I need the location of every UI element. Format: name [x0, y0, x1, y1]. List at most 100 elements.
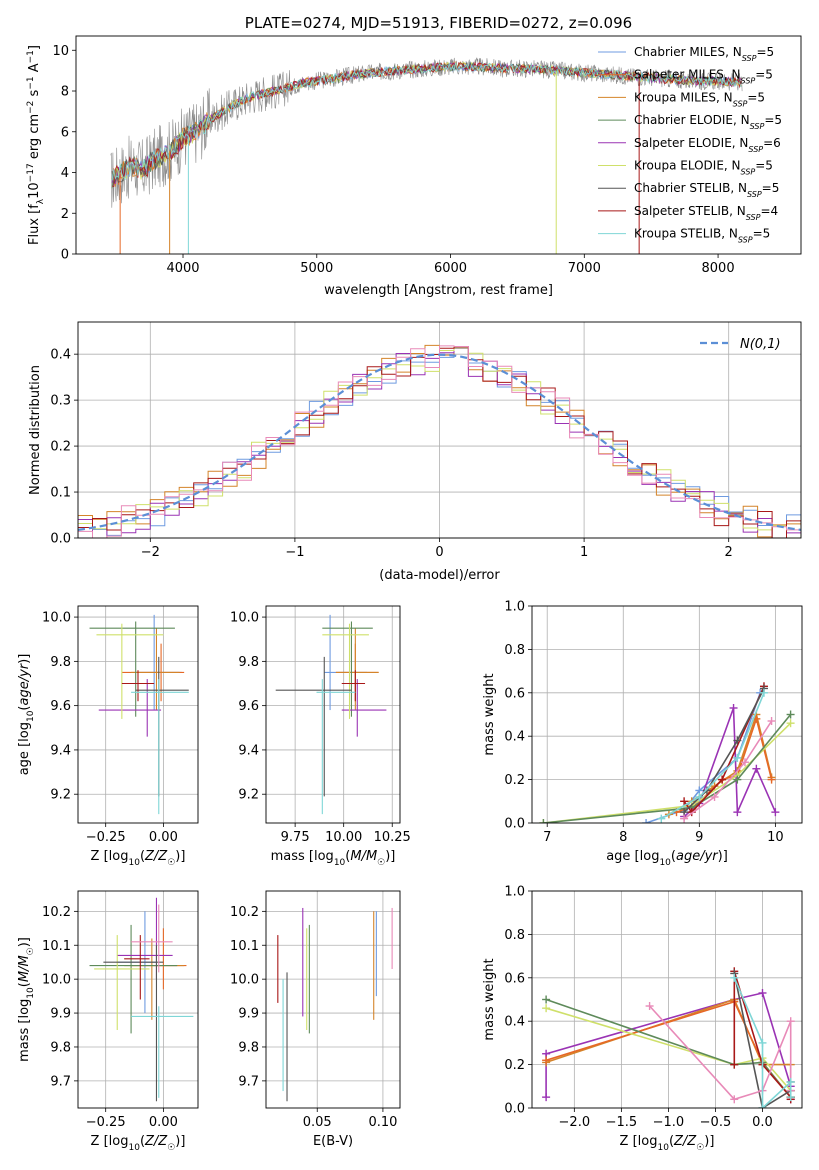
legend-entry: Chabrier MILES, NSSP=5: [634, 45, 774, 63]
legend-entry: N(0,1): [740, 337, 781, 352]
weight-z-ytick-label: 0.6: [504, 971, 525, 986]
mass-z-axes: −0.25 0.00 9.7 9.8 9.9 10.0 10.1 10.2: [42, 891, 198, 1130]
weight-line-9: [733, 977, 792, 1108]
age-mass-ytick-label: 10.0: [230, 611, 259, 626]
weight-z-ytick-label: 1.0: [504, 885, 525, 900]
weight-z-xtick-label: −1.0: [653, 1115, 685, 1130]
weight-age-ytick-label: 1.0: [504, 600, 525, 615]
residuals-xtick-label: −1: [285, 545, 304, 560]
spectrum-ytick-label: 8: [61, 85, 69, 100]
weight-line-8: [683, 688, 765, 813]
age-mass-axes: 9.75 10.00 10.25 9.2 9.4 9.6 9.8 10.0: [230, 606, 411, 845]
weight-z-x-axis-label: Z [log10(Z/Z☉)]: [620, 1134, 715, 1153]
mass-z-ytick-label: 9.7: [50, 1074, 71, 1089]
weight-z-series: [542, 967, 795, 1108]
legend-entry: Kroupa STELIB, NSSP=5: [634, 227, 770, 245]
spectrum-xtick-label: 7000: [568, 261, 601, 276]
mass-ebv-ytick-label: 9.8: [238, 1040, 259, 1055]
spectrum-ytick-label: 4: [61, 166, 69, 181]
mass-ebv-ytick-label: 10.1: [230, 939, 259, 954]
residuals-ytick-label: 0.0: [50, 532, 71, 547]
spectrum-xtick-label: 6000: [434, 261, 467, 276]
spectrum-xtick-label: 8000: [702, 261, 735, 276]
mass-ebv-ytick-label: 10.0: [230, 973, 259, 988]
legend-entry: Kroupa ELODIE, NSSP=5: [634, 159, 773, 177]
weight-line-5: [543, 722, 792, 823]
age-z-xtick-label: −0.25: [86, 830, 126, 845]
age-z-frame: [77, 605, 199, 824]
weight-age-ytick-label: 0.2: [504, 773, 525, 788]
residuals-ytick-label: 0.2: [50, 440, 71, 455]
residuals-xtick-label: 0: [435, 545, 443, 560]
age-mass-ytick-label: 9.8: [238, 655, 259, 670]
mass-ebv-xtick-label: 0.05: [303, 1115, 332, 1130]
weight-age-xtick-label: 7: [543, 830, 551, 845]
age-z-x-axis-label: Z [log10(Z/Z☉)]: [91, 849, 186, 868]
mass-z-xtick-label: 0.00: [149, 1115, 178, 1130]
weight-z-xtick-label: −2.0: [559, 1115, 591, 1130]
weight-z-axes: −2.0 −1.5 −1.0 −0.5 0.0 0.0 0.2 0.4 0.6 0.8 1.0: [504, 885, 802, 1130]
weight-age-ytick-label: 0.4: [504, 730, 525, 745]
age-mass-xtick-label: 10.25: [374, 830, 411, 845]
mass-ebv-x-axis-label: E(B-V): [313, 1134, 353, 1149]
mass-ebv-frame: [265, 890, 401, 1109]
weight-age-xtick-label: 9: [695, 830, 703, 845]
mass-z-xtick-label: −0.25: [86, 1115, 126, 1130]
age-z-points: [89, 614, 189, 815]
weight-z-frame: [531, 890, 803, 1109]
age-z-ytick-label: 9.6: [50, 699, 71, 714]
weight-age-series: [539, 682, 795, 823]
age-z-axes: −0.25 0.00 9.2 9.4 9.6 9.8 10.0: [42, 606, 198, 845]
weight-age-xtick-label: 10: [767, 830, 784, 845]
spectrum-axes: 4000 5000 6000 7000 8000 0 2 4 6 8 10: [52, 44, 734, 276]
spectrum-legend: Chabrier MILES, NSSP=5 Salpeter MILES, NS…: [598, 45, 782, 244]
mass-z-frame: [77, 890, 199, 1109]
mass-z-ytick-label: 10.0: [42, 973, 71, 988]
weight-z-xtick-label: 0.0: [752, 1115, 773, 1130]
y-axis-label: Normed distribution: [28, 365, 43, 495]
chart-title: PLATE=0274, MJD=51913, FIBERID=0272, z=0…: [245, 14, 632, 32]
weight-z-ytick-label: 0.0: [504, 1102, 525, 1117]
legend-entry: Kroupa MILES, NSSP=5: [634, 90, 765, 108]
mass-z-ytick-label: 9.8: [50, 1040, 71, 1055]
legend-entry: Salpeter ELODIE, NSSP=6: [634, 136, 781, 154]
x-axis-label: (data-model)/error: [379, 568, 500, 583]
weight-z-y-axis-label: mass weight: [482, 958, 497, 1040]
age-mass-ytick-label: 9.2: [238, 788, 259, 803]
age-mass-xtick-label: 10.00: [325, 830, 362, 845]
weight-line-7: [683, 685, 765, 814]
age-mass-frame: [265, 605, 401, 824]
weight-age-y-axis-label: mass weight: [482, 673, 497, 755]
histogram-steps: [78, 344, 801, 538]
residuals-ytick-label: 0.3: [50, 394, 71, 409]
weight-z-ytick-label: 0.8: [504, 928, 525, 943]
mass-z-x-axis-label: Z [log10(Z/Z☉)]: [91, 1134, 186, 1153]
age-z-y-axis-label: age [log10(age/yr)]: [17, 654, 36, 776]
y-axis-label: Flux [fλ10−17 erg cm−2 s−1 A−1]: [26, 45, 46, 245]
mass-ebv-xtick-label: 0.10: [368, 1115, 397, 1130]
age-z-xtick-label: 0.00: [149, 830, 178, 845]
mass-ebv-axes: 0.05 0.10 9.7 9.8 9.9 10.0 10.1 10.2: [230, 891, 400, 1130]
spectrum-ytick-label: 10: [52, 44, 69, 59]
weight-age-ytick-label: 0.0: [504, 817, 525, 832]
spectrum-lines: [110, 57, 743, 254]
weight-z-ytick-label: 0.4: [504, 1015, 525, 1030]
residuals-axes: −2 −1 0 1 2 0.0 0.1 0.2 0.3 0.4: [50, 322, 801, 560]
spectrum-ytick-label: 6: [61, 125, 69, 140]
mass-z-ytick-label: 10.1: [42, 939, 71, 954]
age-z-ytick-label: 9.8: [50, 655, 71, 670]
mass-z-ytick-label: 9.9: [50, 1007, 71, 1022]
model-line-9: [111, 61, 742, 181]
legend-entry: Salpeter MILES, NSSP=5: [634, 68, 773, 86]
mass-ebv-ytick-label: 10.2: [230, 905, 259, 920]
age-z-ytick-label: 10.0: [42, 611, 71, 626]
mass-z-y-axis-label: mass [log10(M/M☉)]: [17, 937, 36, 1062]
residuals-xtick-label: 1: [580, 545, 588, 560]
age-mass-points: [275, 614, 387, 815]
normal-curve: [78, 353, 801, 531]
mass-z-points: [89, 897, 194, 1102]
age-mass-xtick-label: 9.75: [281, 830, 310, 845]
age-z-ytick-label: 9.2: [50, 788, 71, 803]
legend-entry: Chabrier STELIB, NSSP=5: [634, 181, 779, 199]
